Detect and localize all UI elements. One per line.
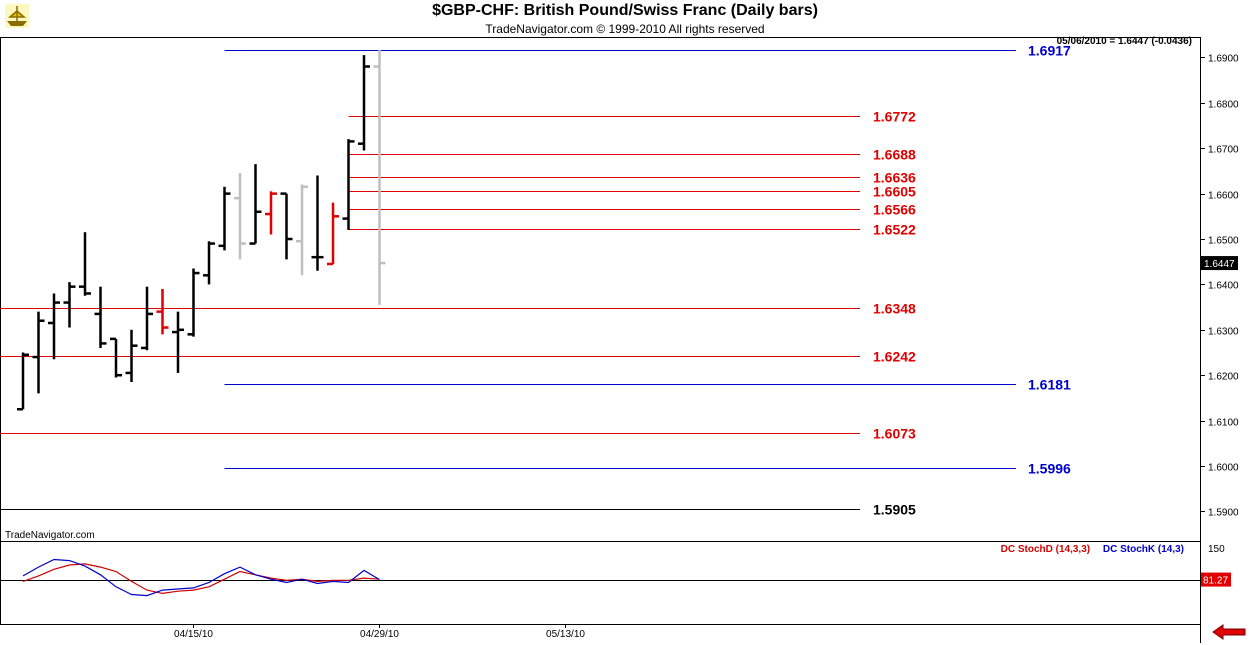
ohlc-bar <box>203 241 215 285</box>
stochastic-panel: 150 81.27 <box>0 544 1231 597</box>
ohlc-bar <box>48 293 60 360</box>
ohlc-bar <box>94 286 107 348</box>
ohlc-bar <box>156 288 169 335</box>
ohlc-bar <box>373 49 386 305</box>
stoch-axis-top-label: 150 <box>1208 544 1225 555</box>
level-label-8: 1.6242 <box>873 349 916 365</box>
scroll-left-arrow-icon[interactable] <box>1212 624 1246 645</box>
date-tick-label-0: 04/15/10 <box>174 629 213 640</box>
ohlc-bar <box>218 186 231 251</box>
last-price-label: 1.6447 <box>1204 259 1235 270</box>
chart-subtitle: TradeNavigator.com © 1999-2010 All right… <box>485 22 765 36</box>
ohlc-bar <box>110 337 122 378</box>
ohlc-bar <box>265 191 277 235</box>
level-label-5: 1.6566 <box>873 202 916 218</box>
ohlc-bar <box>187 268 200 337</box>
ohlc-bar <box>32 311 45 394</box>
watermark-text: TradeNavigator.com <box>5 530 95 541</box>
level-label-10: 1.6073 <box>873 426 916 442</box>
ohlc-bar <box>296 184 308 276</box>
ohlc-bar <box>327 202 339 266</box>
price-tick-label-8: 1.6700 <box>1208 145 1239 156</box>
price-tick-label-4: 1.6300 <box>1208 327 1239 338</box>
level-label-0: 1.6917 <box>1028 43 1071 59</box>
price-tick-label-7: 1.6600 <box>1208 191 1239 202</box>
price-tick-label-1: 1.6000 <box>1208 463 1239 474</box>
level-label-1: 1.6772 <box>873 109 916 125</box>
level-label-12: 1.5905 <box>873 502 916 518</box>
stoch-last-value-label: 81.27 <box>1203 576 1228 587</box>
ohlc-bar <box>311 175 324 271</box>
price-readout: 05/06/2010 = 1.6447 (-0.0436) <box>1056 36 1192 47</box>
ohlc-bar <box>17 352 29 411</box>
stochd-label: DC StochD (14,3,3) <box>1000 544 1091 555</box>
ohlc-bar <box>234 173 246 260</box>
price-tick-label-6: 1.6500 <box>1208 236 1239 247</box>
stochk-label: DC StochK (14,3) <box>1102 544 1184 555</box>
level-label-2: 1.6688 <box>873 147 916 163</box>
level-label-4: 1.6605 <box>873 184 916 200</box>
ohlc-bar <box>79 232 91 296</box>
ohlc-bar <box>141 286 153 351</box>
price-tick-label-2: 1.6100 <box>1208 418 1239 429</box>
price-tick-label-5: 1.6400 <box>1208 281 1239 292</box>
date-tick-label-2: 05/13/10 <box>546 629 585 640</box>
price-axis: 1.5900 1.6000 1.6100 1.6200 1.6300 1.6400 1.65… <box>1200 54 1239 519</box>
level-label-3: 1.6636 <box>873 170 916 186</box>
ohlc-bar <box>280 192 293 260</box>
price-tick-label-10: 1.6900 <box>1208 54 1239 65</box>
price-tick-label-3: 1.6200 <box>1208 372 1239 383</box>
date-axis: 04/15/10 04/29/10 05/13/10 <box>174 624 585 640</box>
level-label-7: 1.6348 <box>873 301 916 317</box>
ship-logo-icon <box>4 3 30 34</box>
ohlc-bar <box>125 329 138 383</box>
ohlc-bar <box>358 55 370 151</box>
price-tick-label-0: 1.5900 <box>1208 508 1239 519</box>
level-label-11: 1.5996 <box>1028 461 1071 477</box>
stochk-series <box>22 558 380 597</box>
last-price-tag <box>1201 256 1238 271</box>
indicator-legend: DC StochD (14,3,3) DC StochK (14,3) <box>1001 544 1184 555</box>
date-tick-label-1: 04/29/10 <box>360 629 399 640</box>
price-bars <box>17 49 386 411</box>
price-panel-frame <box>0 37 1201 542</box>
stochd-series <box>22 563 380 595</box>
ohlc-bar <box>63 282 76 328</box>
level-label-6: 1.6522 <box>873 222 916 238</box>
level-label-9: 1.6181 <box>1028 377 1071 393</box>
price-tick-label-9: 1.6800 <box>1208 100 1239 111</box>
stoch-last-value-tag <box>1201 572 1231 587</box>
ohlc-bar <box>342 139 355 230</box>
ohlc-bar <box>249 164 262 245</box>
chart-title: $GBP-CHF: British Pound/Swiss Franc (Dai… <box>432 2 818 19</box>
ohlc-bar <box>172 311 184 373</box>
